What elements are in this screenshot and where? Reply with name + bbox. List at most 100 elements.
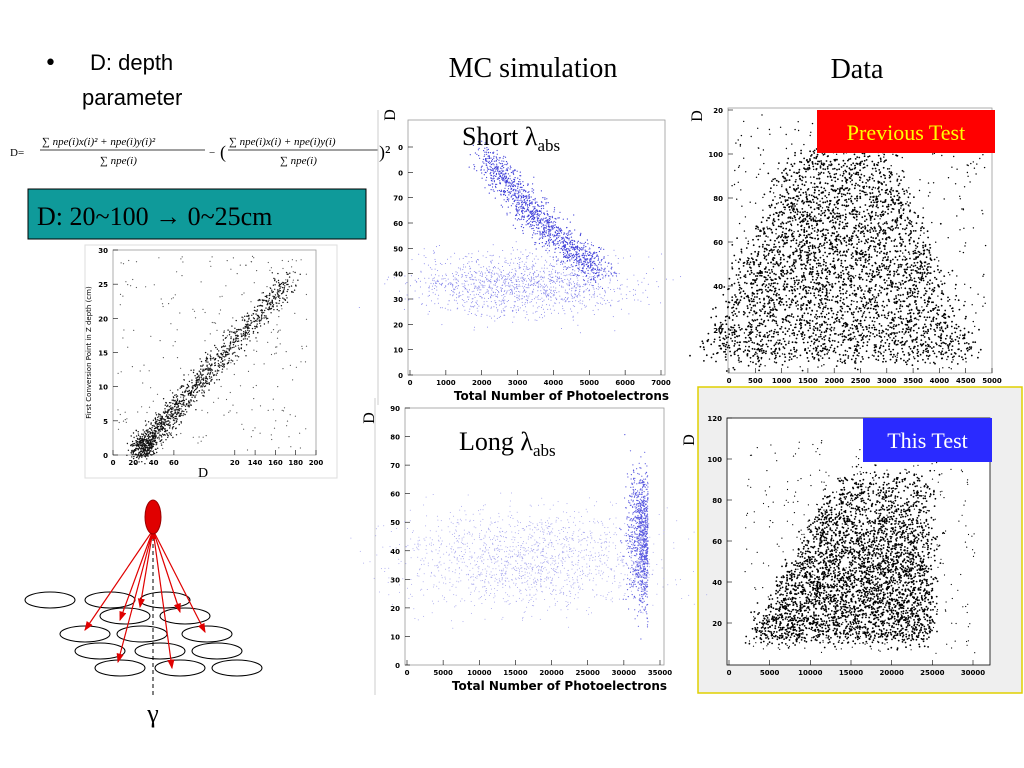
cloud-dot (528, 600, 530, 602)
cloud-dot (462, 304, 464, 306)
cloud-dot (552, 240, 555, 242)
cloud-dot (256, 326, 258, 328)
cloud-dot (278, 310, 280, 312)
cloud-dot (451, 290, 452, 291)
cloud-dot (162, 441, 164, 443)
cloud-dot (589, 530, 591, 532)
cloud-dot (658, 514, 660, 515)
cloud-dot (420, 270, 422, 272)
cloud-dot (530, 225, 532, 227)
cloud-dot (501, 160, 503, 162)
cloud-dot (148, 406, 151, 408)
cloud-dot (499, 182, 501, 184)
cloud-dot (592, 256, 594, 258)
cloud-dot (458, 577, 460, 579)
cloud-dot (568, 248, 570, 250)
cloud-dot (211, 321, 213, 324)
cloud-dot (564, 266, 566, 268)
cloud-dot (173, 422, 176, 424)
cloud-dot (284, 299, 286, 301)
cloud-dot (518, 284, 520, 286)
cloud-dot (147, 421, 150, 423)
cloud-dot (522, 196, 524, 198)
cloud-dot (515, 189, 517, 191)
cloud-dot (539, 233, 541, 235)
cloud-dot (490, 282, 492, 284)
cloud-dot (259, 405, 262, 407)
cloud-dot (452, 286, 454, 288)
cloud-dot (502, 284, 504, 286)
cloud-dot (496, 272, 498, 274)
cloud-dot (243, 331, 245, 333)
cloud-dot (268, 308, 270, 310)
cloud-dot (248, 330, 251, 332)
cloud-dot (240, 347, 242, 349)
cloud-dot (508, 603, 510, 605)
cloud-dot (226, 335, 228, 337)
cloud-dot (527, 268, 529, 270)
cloud-dot (583, 304, 585, 306)
cloud-dot (556, 280, 558, 282)
cloud-dot (196, 384, 198, 386)
cloud-dot (211, 357, 213, 360)
cloud-dot (633, 294, 634, 296)
cloud-dot (629, 255, 631, 257)
cloud-dot (195, 409, 197, 411)
cloud-dot (569, 221, 571, 223)
cloud-dot (498, 512, 500, 514)
cloud-dot (532, 227, 534, 229)
cloud-dot (566, 292, 568, 294)
cloud-dot (554, 224, 556, 226)
cloud-dot (529, 533, 531, 535)
cloud-dot (518, 201, 520, 203)
cloud-dot (271, 302, 274, 304)
cloud-dot (518, 214, 521, 216)
cloud-dot (538, 273, 539, 275)
cloud-dot (492, 171, 494, 173)
cloud-dot (515, 199, 517, 201)
cloud-dot (614, 330, 616, 332)
cloud-dot (469, 154, 471, 156)
cloud-dot (488, 594, 490, 596)
cloud-dot (191, 396, 193, 398)
cloud-dot (181, 403, 183, 406)
cloud-dot (165, 423, 168, 425)
cloud-dot (490, 539, 492, 541)
cloud-dot (501, 176, 503, 178)
cloud-dot (601, 268, 603, 270)
cloud-dot (278, 300, 281, 302)
cloud-dot (200, 281, 202, 283)
cloud-dot (188, 406, 190, 408)
cloud-dot (271, 289, 273, 291)
cloud-dot (562, 272, 564, 274)
cloud-dot (283, 287, 286, 289)
cloud-dot (544, 315, 546, 317)
cloud-dot (580, 552, 582, 554)
cloud-dot (528, 194, 530, 196)
cloud-dot (280, 282, 283, 285)
cloud-dot (447, 284, 449, 286)
cloud-dot (474, 552, 476, 554)
cloud-dot (479, 157, 481, 159)
cloud-dot (527, 285, 529, 287)
cloud-dot (500, 558, 502, 560)
cloud-dot (518, 257, 520, 259)
cloud-dot (453, 288, 455, 290)
cloud-dot (449, 512, 451, 513)
cloud-dot (588, 555, 590, 556)
cloud-dot (569, 273, 571, 275)
cloud-dot (410, 285, 411, 287)
cloud-dot (502, 157, 504, 159)
cloud-dot (490, 171, 492, 174)
cloud-dot (543, 227, 546, 229)
cloud-dot (171, 410, 173, 413)
cloud-dot (541, 233, 543, 235)
cloud-dot (594, 305, 596, 307)
cloud-dot (503, 314, 505, 316)
cloud-dot (581, 254, 583, 256)
cloud-dot (489, 254, 491, 256)
cloud-dot (562, 251, 565, 254)
cloud-dot (495, 173, 497, 176)
cloud-dot (549, 256, 551, 258)
cloud-dot (176, 418, 178, 420)
